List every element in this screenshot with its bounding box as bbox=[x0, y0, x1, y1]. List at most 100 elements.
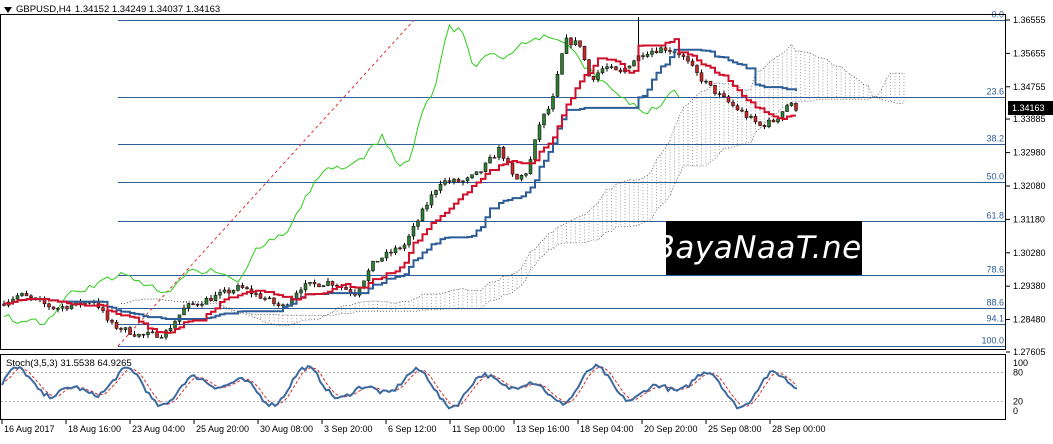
candle bbox=[137, 333, 141, 338]
candle bbox=[213, 291, 218, 301]
candle bbox=[740, 107, 744, 113]
candle bbox=[704, 79, 708, 85]
candle bbox=[461, 180, 465, 186]
candle bbox=[627, 65, 632, 69]
candle bbox=[429, 191, 434, 209]
candle bbox=[438, 180, 443, 194]
candle bbox=[488, 154, 492, 164]
price-tick-label: 1.36555 bbox=[1013, 15, 1046, 25]
candle bbox=[168, 324, 173, 332]
candle bbox=[641, 52, 645, 60]
candle bbox=[110, 318, 114, 325]
candle bbox=[749, 114, 753, 119]
candle bbox=[573, 37, 578, 46]
chart-header: GBPUSD,H4 1.34152 1.34249 1.34037 1.3416… bbox=[4, 4, 220, 15]
time-tick-label: 20 Sep 20:00 bbox=[644, 424, 698, 434]
candle bbox=[308, 282, 312, 287]
symbol-dropdown-icon[interactable] bbox=[4, 6, 12, 13]
price-tick-label: 1.27605 bbox=[1013, 347, 1046, 357]
candle bbox=[60, 303, 65, 312]
candle bbox=[533, 139, 537, 163]
candle bbox=[20, 292, 24, 297]
time-tick-label: 25 Aug 20:00 bbox=[196, 424, 249, 434]
candle bbox=[204, 296, 209, 305]
candle bbox=[411, 223, 416, 240]
candle bbox=[366, 268, 371, 283]
watermark-logo: BayaNaaT.net bbox=[654, 221, 874, 275]
candle bbox=[695, 64, 699, 76]
candle bbox=[317, 283, 321, 288]
fib-level-label: 100.0 bbox=[981, 336, 1004, 346]
candle bbox=[578, 40, 582, 49]
candle bbox=[186, 303, 191, 312]
time-tick-label: 6 Sep 12:00 bbox=[388, 424, 437, 434]
symbol-label: GBPUSD,H4 bbox=[16, 4, 71, 15]
time-tick-label: 18 Aug 16:00 bbox=[68, 424, 121, 434]
candle bbox=[591, 75, 596, 82]
candle bbox=[375, 260, 380, 263]
candle bbox=[267, 296, 272, 300]
candle bbox=[681, 52, 686, 60]
candle bbox=[200, 301, 204, 308]
fib-level-label: 88.6 bbox=[986, 298, 1004, 308]
candle bbox=[222, 287, 227, 294]
candle bbox=[542, 113, 546, 129]
candle bbox=[659, 46, 663, 54]
candle bbox=[776, 118, 780, 124]
time-tick-label: 13 Sep 16:00 bbox=[516, 424, 570, 434]
candle bbox=[47, 302, 51, 311]
candle bbox=[762, 124, 767, 130]
candle bbox=[119, 326, 123, 333]
chikou-span-line bbox=[3, 23, 680, 326]
candle bbox=[245, 286, 249, 290]
time-tick-label: 28 Sep 00:00 bbox=[772, 424, 826, 434]
kijun-sen-line bbox=[4, 48, 797, 320]
candle bbox=[483, 162, 488, 173]
candle bbox=[785, 103, 789, 112]
candle bbox=[276, 301, 281, 308]
candle bbox=[231, 289, 236, 295]
candle bbox=[789, 102, 794, 107]
candle bbox=[456, 177, 461, 183]
candle bbox=[42, 296, 47, 308]
stochastic-pane-border bbox=[0, 354, 1006, 420]
candle bbox=[555, 71, 560, 98]
candle bbox=[537, 121, 542, 143]
candle bbox=[735, 103, 740, 111]
stoch-axis-label: 20 bbox=[1013, 396, 1023, 406]
candle bbox=[434, 189, 438, 198]
candle bbox=[389, 248, 393, 257]
time-tick-label: 18 Sep 04:00 bbox=[580, 424, 634, 434]
price-tick-label: 1.28480 bbox=[1013, 315, 1046, 325]
candle bbox=[731, 99, 735, 108]
time-tick-label: 30 Aug 08:00 bbox=[260, 424, 313, 434]
senkou-span-a bbox=[120, 43, 905, 327]
candle bbox=[164, 328, 168, 340]
time-tick-label: 23 Aug 04:00 bbox=[132, 424, 185, 434]
candle bbox=[794, 102, 798, 112]
price-tick-label: 1.35655 bbox=[1013, 48, 1046, 58]
fib-level-label: 23.6 bbox=[986, 87, 1004, 97]
candle bbox=[240, 282, 245, 289]
candle bbox=[771, 118, 776, 123]
candle bbox=[398, 246, 402, 251]
stoch-axis-label: 80 bbox=[1013, 368, 1023, 378]
last-price-tag: 1.34163 bbox=[1008, 101, 1053, 115]
fib-level-label: 94.1 bbox=[986, 314, 1004, 324]
time-tick-label: 16 Aug 2017 bbox=[4, 424, 55, 434]
candle bbox=[191, 301, 195, 306]
candle bbox=[263, 296, 267, 302]
candle bbox=[465, 176, 470, 184]
candle bbox=[722, 90, 726, 98]
price-tick-label: 1.32980 bbox=[1013, 148, 1046, 158]
candle bbox=[195, 303, 200, 307]
time-tick-label: 3 Sep 20:00 bbox=[324, 424, 373, 434]
candle bbox=[141, 333, 146, 339]
candle bbox=[596, 69, 600, 83]
candle bbox=[564, 34, 569, 54]
stochastic-label: Stoch(3,5,3) 31.5538 64.9265 bbox=[6, 358, 132, 369]
candle bbox=[699, 69, 704, 84]
candle bbox=[447, 177, 452, 185]
